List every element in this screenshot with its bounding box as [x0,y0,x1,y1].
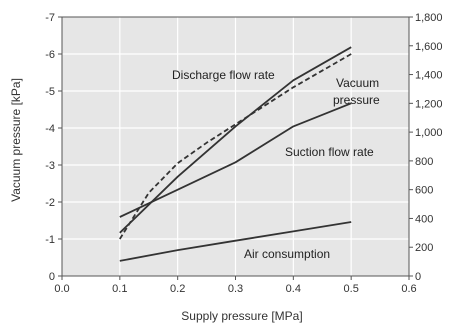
y-left-tick-label: -5 [45,86,55,98]
y-axis-label: Vacuum pressure [kPa] [9,78,23,202]
x-tick-label: 0.4 [286,283,301,295]
y-left-tick-label: -1 [45,234,55,246]
x-axis-label: Supply pressure [MPa] [181,309,302,323]
annotation-label: Suction flow rate [285,145,374,159]
y-left-tick-label: -2 [45,197,55,209]
y-left-tick-label: -7 [45,12,55,24]
y-right-tick-label: 1,200 [415,98,443,110]
y-right-tick-label: 200 [415,242,433,254]
x-tick-label: 0.0 [54,283,69,295]
x-tick-label: 0.5 [344,283,359,295]
annotation-label: Air consumption [244,247,330,261]
series-line-discharge-flow-rate [119,46,352,234]
series-line-air-consumption [119,221,352,262]
annotation-label: Vacuum [336,76,379,90]
y-right-tick-label: 800 [415,156,433,168]
y-right-tick-label: 0 [415,271,421,283]
y-left-tick-label: 0 [49,271,55,283]
annotation-label: Discharge flow rate [172,68,275,82]
y-right-tick-label: 1,800 [415,12,443,24]
series-line-vacuum-pressure [119,53,352,240]
y-right-tick-label: 1,400 [415,70,443,82]
plot-frame [61,16,410,277]
y-right-tick-label: 1,000 [415,127,443,139]
x-tick-label: 0.2 [170,283,185,295]
y-left-tick-label: -4 [45,123,55,135]
y-right-tick-label: 600 [415,185,433,197]
x-tick-label: 0.6 [401,283,416,295]
x-tick-label: 0.1 [112,283,127,295]
x-tick-label: 0.3 [228,283,243,295]
y-left-tick-label: -3 [45,160,55,172]
y-right-tick-label: 1,600 [415,41,443,53]
annotation-label: pressure [333,93,380,107]
series-line-suction-flow-rate [119,102,352,218]
y-right-tick-label: 400 [415,213,433,225]
y-left-tick-label: -6 [45,49,55,61]
